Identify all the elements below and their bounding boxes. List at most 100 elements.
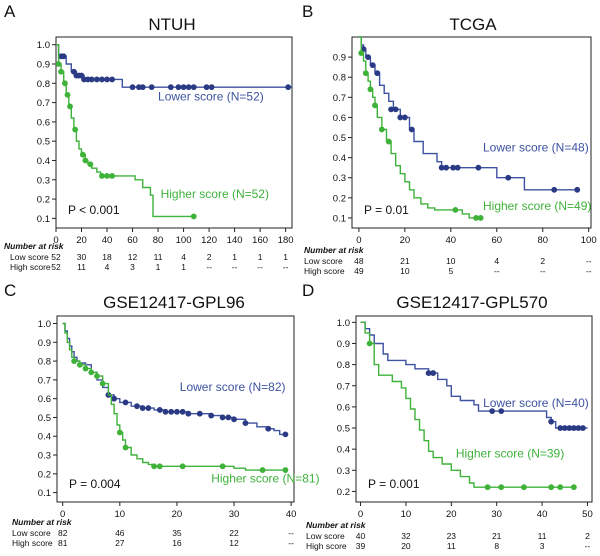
higher-score-censor-point — [477, 215, 484, 221]
risk-value: 12 — [229, 538, 239, 548]
panel-b: B TCGA 0.1 0.2 0.3 0.4 0.5 0.6 0.7 0.8 0.9 0 20 40 60 8… — [302, 2, 597, 276]
higher-score-label: Higher score (N=39) — [456, 447, 564, 461]
lower-score-censor-point — [430, 370, 437, 376]
risk-value: 2 — [585, 531, 590, 541]
higher-score-censor-point — [62, 80, 68, 87]
lower-score-censor-point — [397, 114, 404, 121]
higher-score-label: Higher score (N=49) — [483, 199, 591, 213]
higher-score-censor-point — [82, 365, 89, 372]
risk-value: 1 — [258, 252, 263, 262]
lower-score-censor-point — [111, 395, 118, 402]
higher-score-censor-point — [79, 151, 86, 158]
lower-score-censor-point — [167, 84, 174, 91]
risk-value: 10 — [446, 256, 456, 266]
risk-value: 22 — [229, 528, 239, 538]
higher-score-label: Higher score (N=52) — [161, 187, 269, 201]
x-tick-label: 60 — [127, 235, 138, 246]
y-tick-label: 0.6 — [37, 117, 50, 128]
y-tick-label: 0.9 — [337, 339, 350, 350]
risk-value: 3 — [130, 262, 135, 272]
p-value: P = 0.004 — [69, 477, 121, 491]
risk-value: -- — [586, 256, 592, 266]
risk-value: 35 — [172, 528, 182, 538]
risk-value: 11 — [538, 531, 547, 541]
risk-row-label: High score — [10, 262, 51, 272]
lower-score-label: Lower score (N=48) — [483, 141, 589, 155]
lower-score-censor-point — [190, 84, 197, 91]
lower-score-censor-point — [162, 408, 169, 415]
lower-score-censor-point — [580, 425, 586, 431]
y-tick-label: 0.8 — [37, 79, 50, 90]
higher-score-censor-point — [366, 340, 373, 347]
x-tick-label: 40 — [537, 509, 548, 520]
risk-value: -- — [540, 266, 546, 276]
y-tick-label: 0.6 — [38, 394, 51, 405]
y-tick-label: 0.9 — [37, 60, 50, 71]
lower-score-censor-point — [438, 164, 445, 171]
lower-score-censor-point — [99, 76, 105, 83]
risk-value: 11 — [447, 541, 456, 551]
lower-score-censor-point — [489, 408, 496, 415]
risk-row-label: Low score — [306, 531, 345, 541]
x-tick-label: 100 — [176, 235, 192, 246]
p-value: P < 0.001 — [68, 203, 120, 217]
panel-title: GSE12417-GPL96 — [103, 293, 245, 312]
y-tick-label: 0.8 — [333, 73, 346, 84]
y-tick-label: 0.1 — [333, 213, 346, 224]
risk-value: -- — [585, 541, 591, 551]
lower-score-censor-point — [574, 186, 581, 193]
risk-value: 21 — [400, 256, 410, 266]
y-tick-label: 0.3 — [333, 173, 346, 184]
risk-value: 82 — [58, 528, 68, 538]
lower-score-censor-point — [134, 403, 140, 410]
risk-value: 4 — [494, 256, 499, 266]
y-tick-label: 1.0 — [38, 319, 51, 330]
risk-value: 81 — [58, 538, 68, 548]
x-tick-label: 20 — [172, 509, 183, 520]
lower-score-censor-point — [365, 54, 371, 61]
x-tick-label: 40 — [446, 235, 457, 246]
lower-score-censor-point — [93, 76, 100, 83]
lower-score-censor-point — [139, 405, 146, 411]
x-tick-label: 50 — [582, 509, 593, 520]
x-tick-label: 0 — [60, 509, 65, 520]
risk-value: -- — [257, 262, 263, 272]
risk-value: -- — [288, 528, 294, 538]
lower-score-censor-point — [475, 164, 482, 171]
risk-row-label: Low score — [12, 528, 51, 538]
panel-c: C GSE12417-GPL96 0.1 0.2 0.3 0.4 0.5 0.6 0.7 0.8 0… — [4, 281, 320, 548]
higher-score-censor-point — [484, 484, 491, 491]
higher-score-censor-point — [76, 361, 83, 368]
x-tick-label: 40 — [102, 235, 113, 246]
risk-value: -- — [283, 262, 289, 272]
risk-table-header: Number at risk — [12, 517, 73, 527]
y-tick-label: 0.5 — [38, 413, 51, 424]
risk-row-label: Low score — [10, 252, 49, 262]
x-tick-label: 40 — [286, 509, 297, 520]
y-tick-label: 0.9 — [38, 338, 51, 349]
lower-score-censor-point — [109, 76, 116, 83]
higher-score-censor-point — [498, 484, 505, 491]
higher-score-curve — [62, 322, 286, 471]
higher-score-censor-point — [179, 463, 186, 470]
risk-value: 16 — [172, 538, 182, 548]
higher-score-censor-point — [219, 463, 226, 470]
y-tick-label: 0.7 — [38, 375, 51, 386]
y-tick-label: 0.2 — [337, 487, 350, 498]
risk-table-header: Number at risk — [304, 245, 365, 255]
higher-score-censor-point — [58, 68, 65, 75]
lower-score-censor-point — [139, 84, 146, 91]
y-tick-label: 0.3 — [37, 175, 50, 186]
risk-value: 23 — [447, 531, 457, 541]
y-tick-label: 0.8 — [337, 360, 350, 371]
panel-title: NTUH — [148, 15, 195, 34]
x-tick-label: 100 — [581, 235, 597, 246]
lower-score-label: Lower score (N=52) — [158, 90, 264, 104]
higher-score-censor-point — [367, 86, 374, 93]
lower-score-censor-point — [175, 84, 182, 91]
plot-area — [355, 315, 593, 503]
risk-value: -- — [586, 266, 592, 276]
risk-value: 1 — [283, 252, 288, 262]
higher-score-censor-point — [109, 173, 116, 179]
y-tick-label: 0.6 — [333, 113, 346, 124]
